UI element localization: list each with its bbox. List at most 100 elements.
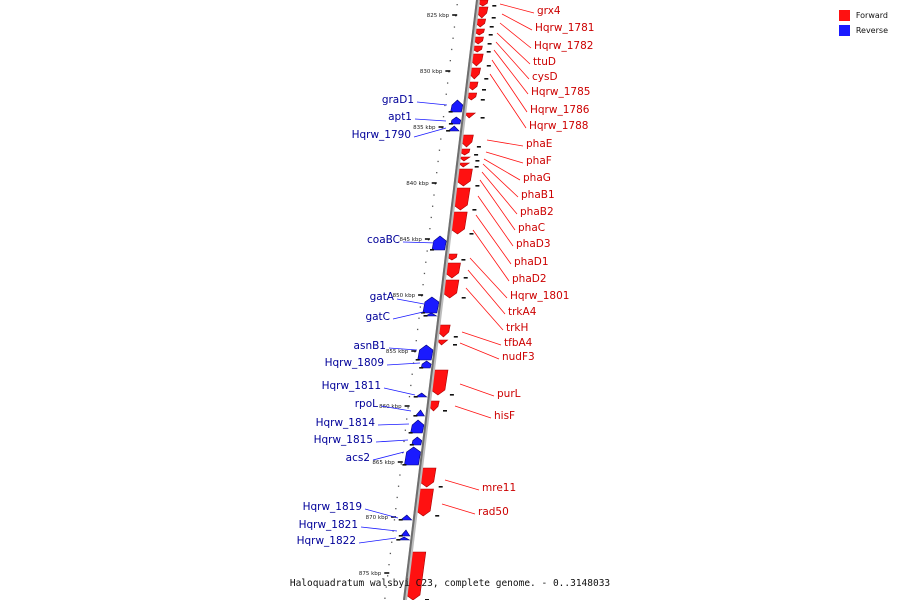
scale-dot xyxy=(386,575,389,577)
gene-label[interactable]: purL xyxy=(497,388,521,400)
gene-label[interactable]: Hqrw_1788 xyxy=(529,120,588,132)
scale-dot xyxy=(416,328,419,331)
forward-gene-block[interactable] xyxy=(458,156,471,162)
gene-label[interactable]: trkH xyxy=(506,322,528,334)
forward-gene-block[interactable] xyxy=(457,162,471,168)
kbp-label: 875 kbp xyxy=(359,571,382,577)
reverse-gene-block[interactable] xyxy=(411,436,423,446)
gene-label[interactable]: trkA4 xyxy=(508,306,537,318)
gene-end-mark xyxy=(487,43,492,45)
gene-label[interactable]: rad50 xyxy=(478,506,509,518)
forward-gene-block[interactable] xyxy=(463,112,477,119)
gene-label[interactable]: Hqrw_1782 xyxy=(534,40,593,52)
gene-end-mark xyxy=(474,166,479,168)
leader-line xyxy=(372,451,405,461)
reverse-gene-block[interactable] xyxy=(450,99,464,113)
scale-dot xyxy=(456,4,458,6)
gene-end-mark xyxy=(446,130,451,132)
gene-label[interactable]: tfbA4 xyxy=(504,337,533,349)
reverse-gene-block[interactable] xyxy=(410,419,425,434)
kbp-label: 835 kbp xyxy=(413,125,436,131)
leader-line xyxy=(485,151,524,164)
gene-label[interactable]: Hqrw_1790 xyxy=(352,129,411,141)
reverse-gene-block[interactable] xyxy=(447,125,460,132)
gene-end-mark xyxy=(463,277,468,279)
gene-label[interactable]: asnB1 xyxy=(354,340,386,352)
gene-end-mark xyxy=(398,535,403,537)
leader-line xyxy=(364,508,399,519)
leader-line xyxy=(461,331,502,346)
scale-dot xyxy=(436,172,438,174)
gene-label[interactable]: gatC xyxy=(365,311,390,323)
gene-label[interactable]: nudF3 xyxy=(502,351,535,363)
gene-label[interactable]: Hqrw_1811 xyxy=(322,380,381,392)
reverse-gene-block[interactable] xyxy=(404,446,421,466)
gene-label[interactable]: phaG xyxy=(523,172,551,184)
reverse-gene-block[interactable] xyxy=(414,409,425,417)
reverse-gene-block[interactable] xyxy=(398,536,411,541)
leader-line xyxy=(481,171,518,215)
gene-label[interactable]: ttuD xyxy=(533,56,556,68)
gene-label[interactable]: phaC xyxy=(518,222,545,234)
gene-end-mark xyxy=(488,34,493,36)
kbp-label: 860 kbp xyxy=(379,404,402,410)
reverse-gene-block[interactable] xyxy=(450,116,462,125)
reverse-gene-block[interactable] xyxy=(417,344,434,361)
gene-label[interactable]: phaD2 xyxy=(512,273,547,285)
gene-label[interactable]: Hqrw_1786 xyxy=(530,104,590,116)
kbp-label: 850 kbp xyxy=(393,293,416,299)
reverse-gene-block[interactable] xyxy=(422,296,440,314)
scale-dot xyxy=(423,272,426,275)
gene-end-mark xyxy=(461,259,466,261)
gene-label[interactable]: hisF xyxy=(494,410,515,422)
leader-line xyxy=(489,73,527,129)
gene-label[interactable]: cysD xyxy=(532,71,558,83)
gene-label[interactable]: Hqrw_1809 xyxy=(325,357,384,369)
backbone-line xyxy=(403,0,478,600)
gene-label[interactable]: mre11 xyxy=(482,482,516,494)
kbp-label: 870 kbp xyxy=(366,515,389,521)
gene-label[interactable]: phaF xyxy=(526,155,552,167)
gene-label[interactable]: Hqrw_1781 xyxy=(535,22,594,34)
gene-label[interactable]: phaD3 xyxy=(516,238,551,250)
gene-label[interactable]: phaD1 xyxy=(514,256,549,268)
scale-dot xyxy=(437,160,439,163)
gene-end-mark xyxy=(474,154,479,156)
gene-end-mark xyxy=(396,539,401,541)
reverse-gene-block[interactable] xyxy=(414,392,428,398)
leader-line xyxy=(491,59,528,113)
gene-label[interactable]: acs2 xyxy=(346,452,370,464)
scale-dot xyxy=(400,463,402,465)
reverse-gene-block[interactable] xyxy=(425,312,438,317)
gene-label[interactable]: gatA xyxy=(370,291,395,303)
gene-label[interactable]: Hqrw_1814 xyxy=(316,417,376,429)
gene-label[interactable]: rpoL xyxy=(355,398,378,410)
reverse-gene-block[interactable] xyxy=(400,529,411,537)
leader-line xyxy=(486,139,524,147)
leader-line xyxy=(402,241,438,244)
gene-end-mark xyxy=(475,185,480,187)
reverse-gene-block[interactable] xyxy=(399,514,413,521)
gene-label[interactable]: coaBC xyxy=(367,234,400,246)
gene-label[interactable]: apt1 xyxy=(388,111,412,123)
kbp-label: 845 kbp xyxy=(399,237,422,243)
gene-label[interactable]: Hqrw_1821 xyxy=(299,519,358,531)
gene-end-mark xyxy=(415,359,420,361)
forward-gene-block[interactable] xyxy=(435,339,449,346)
gene-label[interactable]: grx4 xyxy=(537,5,561,17)
legend-reverse: Reverse xyxy=(838,23,888,38)
gene-label[interactable]: Hqrw_1815 xyxy=(314,434,373,446)
leader-line xyxy=(441,503,476,515)
gene-label[interactable]: phaB2 xyxy=(520,206,554,218)
gene-label[interactable]: Hqrw_1819 xyxy=(303,501,362,513)
gene-label[interactable]: phaB1 xyxy=(521,189,555,201)
leader-line xyxy=(496,32,531,65)
gene-label[interactable]: Hqrw_1801 xyxy=(510,290,569,302)
reverse-gene-block[interactable] xyxy=(431,235,447,251)
gene-label[interactable]: Hqrw_1785 xyxy=(531,86,590,98)
reverse-gene-block[interactable] xyxy=(420,360,432,369)
gene-end-mark xyxy=(398,519,403,521)
gene-label[interactable]: graD1 xyxy=(382,94,414,106)
gene-label[interactable]: phaE xyxy=(526,138,552,150)
gene-label[interactable]: Hqrw_1822 xyxy=(297,535,356,547)
